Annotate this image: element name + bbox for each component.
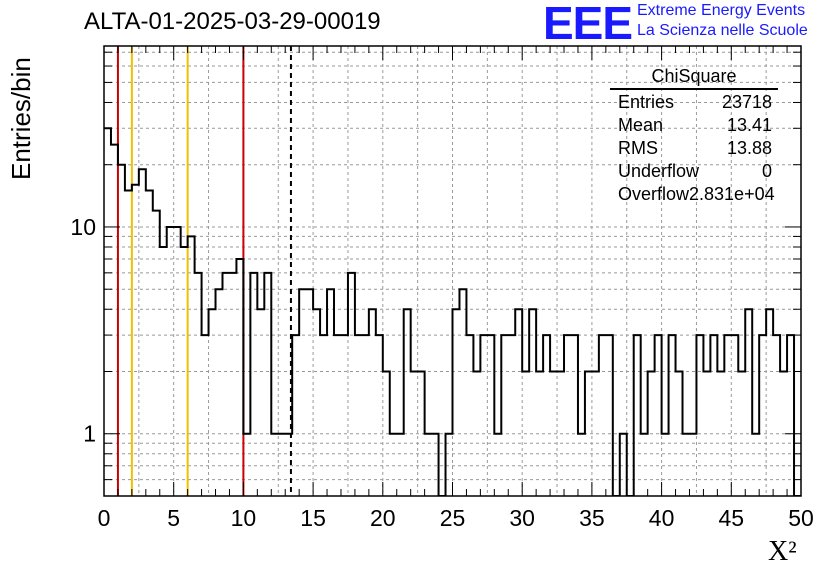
logo-line-1: Extreme Energy Events bbox=[637, 2, 806, 19]
eee-logo: EEE bbox=[543, 0, 633, 49]
x-tick-label: 20 bbox=[370, 505, 396, 531]
histogram-series bbox=[104, 127, 801, 496]
logo-line-2: La Scienza nelle Scuole bbox=[637, 22, 808, 39]
y-tick-label: 1 bbox=[83, 421, 96, 447]
x-tick-label: 10 bbox=[231, 505, 257, 531]
stats-box: ChiSquare Entries 23718 Mean 13.41 RMS 1… bbox=[610, 66, 778, 206]
stats-value: 0 bbox=[761, 161, 772, 181]
y-tick-label: 10 bbox=[70, 214, 96, 240]
stats-row-underflow: Underflow 0 bbox=[610, 160, 778, 183]
x-axis-label: X² bbox=[768, 536, 797, 567]
x-tick-label: 50 bbox=[788, 505, 814, 531]
y-axis-label: Entries/bin bbox=[6, 57, 36, 180]
stats-value: 13.88 bbox=[726, 138, 772, 158]
x-tick-label: 40 bbox=[649, 505, 675, 531]
stats-label: Entries bbox=[618, 92, 675, 112]
stats-row-overflow: Overflow 2.831e+04 bbox=[610, 183, 778, 206]
stats-label: Overflow bbox=[618, 184, 690, 204]
stats-row-entries: Entries 23718 bbox=[610, 91, 778, 114]
stats-value: 2.831e+04 bbox=[689, 184, 775, 204]
stats-value: 13.41 bbox=[726, 115, 772, 135]
x-tick-label: 30 bbox=[509, 505, 535, 531]
chart-title: ALTA-01-2025-03-29-00019 bbox=[84, 8, 381, 35]
x-tick-label: 0 bbox=[98, 505, 111, 531]
x-tick-label: 35 bbox=[579, 505, 605, 531]
x-tick-label: 15 bbox=[300, 505, 326, 531]
x-tick-label: 5 bbox=[167, 505, 180, 531]
stats-title: ChiSquare bbox=[610, 66, 778, 90]
x-tick-label: 25 bbox=[440, 505, 466, 531]
stats-row-mean: Mean 13.41 bbox=[610, 114, 778, 137]
stats-label: RMS bbox=[618, 138, 658, 158]
stats-row-rms: RMS 13.88 bbox=[610, 137, 778, 160]
stats-label: Mean bbox=[618, 115, 664, 135]
x-tick-label: 45 bbox=[719, 505, 745, 531]
stats-value: 23718 bbox=[721, 92, 772, 112]
stats-label: Underflow bbox=[618, 161, 700, 181]
